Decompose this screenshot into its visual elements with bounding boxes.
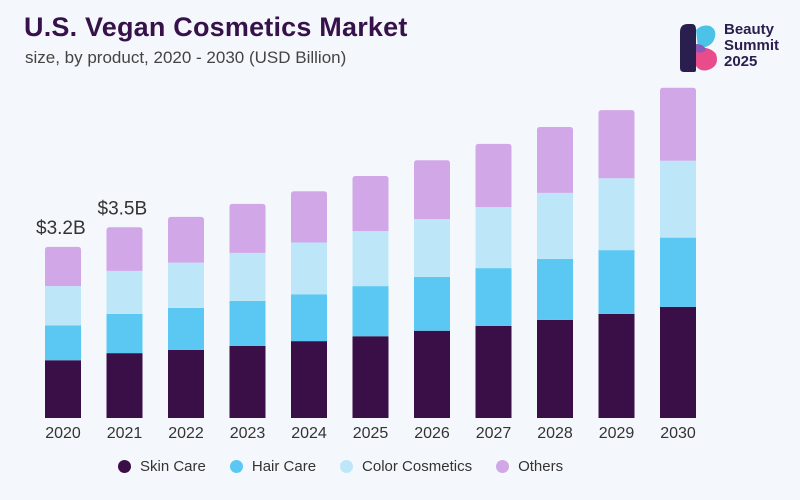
legend-item-skin-care: Skin Care	[118, 458, 206, 475]
x-tick-label-2028: 2028	[537, 425, 573, 442]
x-tick-label-2026: 2026	[414, 425, 450, 442]
x-tick-label-2022: 2022	[168, 425, 204, 442]
bar-segment-color-cosmetics-2025	[352, 231, 389, 287]
logo-line-2: Summit	[724, 37, 780, 54]
bar-segment-color-cosmetics-2029	[598, 178, 635, 251]
data-label-2021: $3.5B	[98, 198, 148, 219]
bar-segment-skin-care-2024	[291, 341, 327, 418]
bar-segment-hair-care-2026	[414, 276, 450, 331]
bar-segment-others-2027	[475, 143, 512, 208]
bar-segment-skin-care-2021	[106, 353, 143, 418]
bar-segment-hair-care-2022	[168, 307, 204, 350]
bar-segment-hair-care-2025	[352, 286, 389, 337]
bar-segment-others-2026	[414, 160, 450, 220]
bar-segment-skin-care-2027	[475, 325, 512, 418]
beauty-summit-logo: Beauty Summit 2025	[672, 20, 792, 76]
bar-segment-hair-care-2024	[291, 294, 327, 342]
bar-segment-color-cosmetics-2024	[291, 242, 327, 295]
chart-subtitle: size, by product, 2020 - 2030 (USD Billi…	[25, 48, 347, 67]
legend-dot-skin-care	[118, 460, 131, 473]
legend-dot-hair-care	[229, 460, 243, 473]
bar-segment-skin-care-2020	[45, 360, 81, 418]
bar-segment-color-cosmetics-2027	[475, 207, 512, 269]
bar-segment-color-cosmetics-2023	[229, 252, 266, 301]
bar-segment-skin-care-2026	[414, 330, 450, 418]
bar-segment-hair-care-2030	[660, 237, 696, 307]
bar-segment-others-2029	[598, 110, 635, 179]
bar-segment-others-2020	[45, 246, 81, 287]
legend-dot-color-cosmetics	[340, 460, 354, 473]
logo-line-3: 2025	[724, 53, 758, 70]
bar-segment-color-cosmetics-2021	[106, 270, 143, 314]
bar-segment-hair-care-2020	[45, 325, 81, 361]
bar-segment-hair-care-2027	[475, 268, 512, 326]
bar-segment-hair-care-2023	[229, 300, 266, 347]
bar-segment-hair-care-2029	[598, 250, 635, 314]
legend-dot-others	[496, 460, 510, 473]
legend-item-others: Others	[496, 458, 563, 475]
legend-item-color-cosmetics: Color Cosmetics	[340, 458, 472, 475]
bar-segment-others-2024	[291, 191, 327, 243]
x-tick-label-2025: 2025	[353, 425, 389, 442]
bar-segment-hair-care-2028	[537, 258, 573, 320]
bar-segment-others-2030	[660, 87, 696, 161]
bar-segment-others-2022	[168, 216, 204, 263]
bar-segment-others-2025	[352, 176, 389, 232]
legend-label-color-cosmetics: Color Cosmetics	[362, 458, 473, 475]
legend-item-hair-care: Hair Care	[229, 458, 317, 475]
bar-segment-color-cosmetics-2026	[414, 219, 450, 277]
legend-label-skin-care: Skin Care	[140, 458, 206, 475]
data-label-2020: $3.2B	[36, 218, 86, 239]
bar-segment-others-2021	[106, 227, 143, 271]
x-tick-label-2030: 2030	[660, 425, 696, 442]
bar-segment-skin-care-2030	[660, 306, 696, 418]
bar-segment-skin-care-2028	[537, 319, 573, 418]
legend-label-others: Others	[518, 458, 564, 475]
bar-segment-color-cosmetics-2030	[660, 160, 696, 238]
bar-segment-skin-care-2025	[352, 336, 389, 418]
bar-segment-skin-care-2022	[168, 349, 204, 418]
x-tick-label-2021: 2021	[107, 425, 143, 442]
bar-segment-color-cosmetics-2020	[45, 286, 81, 326]
bar-segment-color-cosmetics-2028	[537, 192, 573, 259]
bar-segment-color-cosmetics-2022	[168, 262, 204, 308]
bar-segment-others-2023	[229, 203, 266, 253]
x-tick-label-2020: 2020	[45, 425, 81, 442]
bar-segment-skin-care-2029	[598, 313, 635, 418]
x-tick-label-2027: 2027	[476, 425, 512, 442]
logo-mark-icon	[680, 24, 717, 72]
bar-segment-skin-care-2023	[229, 346, 266, 418]
x-tick-label-2029: 2029	[599, 425, 635, 442]
bar-segment-hair-care-2021	[106, 313, 143, 354]
logo-line-1: Beauty	[724, 21, 775, 38]
legend-label-hair-care: Hair Care	[251, 458, 317, 475]
chart-title: U.S. Vegan Cosmetics Market	[24, 12, 408, 42]
bar-segment-others-2028	[537, 126, 573, 193]
x-tick-label-2023: 2023	[230, 425, 266, 442]
chart-legend: Skin Care Hair Care Color Cosmetics Othe…	[118, 458, 563, 475]
x-tick-label-2024: 2024	[291, 425, 327, 442]
